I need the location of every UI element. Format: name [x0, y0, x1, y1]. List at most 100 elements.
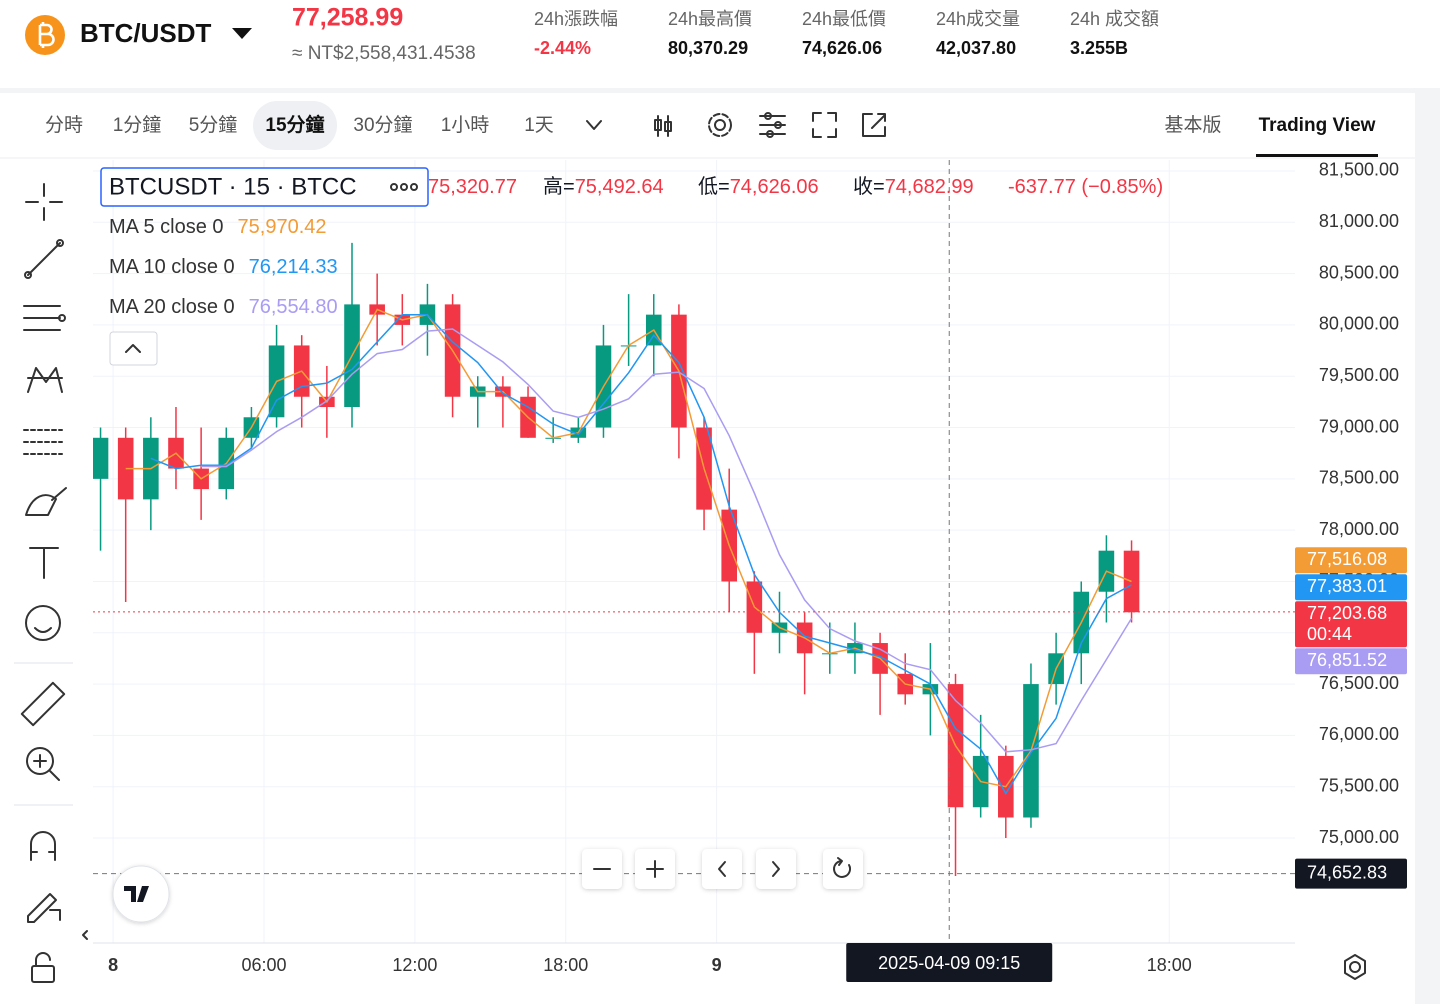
stat-label: 24h最高價	[668, 9, 752, 29]
stat-value: 80,370.29	[668, 38, 748, 58]
ohlc-item: 75,320.77	[428, 176, 517, 198]
crosshair-y-box	[1295, 858, 1407, 889]
settings[interactable]	[708, 113, 732, 137]
grid	[93, 160, 1295, 943]
stats: 24h漲跌幅 -2.44% 24h最高價 80,370.29 24h最低價 74,626.…	[534, 9, 1159, 58]
axis-settings[interactable]	[1344, 954, 1366, 980]
ohlc-key: 高=	[543, 175, 575, 198]
tool-pattern[interactable]	[27, 367, 63, 393]
interval[interactable]: 5分鐘	[189, 114, 238, 136]
fullscreen[interactable]	[812, 112, 837, 138]
x-tick-label: 18:00	[1147, 955, 1192, 975]
ohlc-value: -637.77 (−0.85%)	[1008, 176, 1163, 198]
candle-type[interactable]	[654, 115, 672, 137]
view-tab[interactable]: 基本版	[1164, 114, 1221, 136]
interval[interactable]: 30分鐘	[353, 114, 412, 136]
tool-brush[interactable]	[25, 487, 67, 516]
interval-selected-bg	[253, 101, 337, 150]
y-tick-label: 79,500.00	[1319, 365, 1399, 385]
tv-glyph	[124, 886, 149, 902]
coin-glyph	[38, 22, 55, 48]
scroll-hint	[82, 930, 88, 940]
plot	[93, 160, 1295, 943]
view-switch: 基本版 Trading View	[1164, 114, 1378, 157]
price-tag-label: 77,383.01	[1307, 576, 1387, 596]
x-tick-label: 18:00	[543, 955, 588, 975]
fiat-price: ≈ NT$2,558,431.4538	[292, 43, 476, 64]
scroll-left[interactable]	[702, 849, 742, 889]
interval[interactable]: 1分鐘	[113, 114, 162, 136]
ohlc-value: 74,682.99	[885, 176, 974, 198]
reset[interactable]	[823, 849, 863, 889]
snapshot[interactable]	[862, 113, 886, 137]
tool-fib[interactable]	[23, 429, 63, 455]
price-tag-label: 77,203.68	[1307, 603, 1387, 623]
tool-ruler[interactable]	[20, 681, 66, 727]
ohlc-key: 低=	[698, 175, 730, 198]
price-tag	[1295, 547, 1407, 574]
ma-value: 76,214.33	[249, 256, 338, 278]
collapse-glyph	[125, 344, 141, 353]
interval[interactable]: 分時	[45, 114, 83, 136]
collapse-legend[interactable]	[109, 331, 158, 366]
ma-line	[150, 313, 1132, 795]
candle-body	[1123, 550, 1140, 613]
ohlc-value: 75,492.64	[575, 176, 664, 198]
ohlc-key: 收=	[853, 175, 885, 198]
stat-label: 24h最低價	[802, 9, 886, 29]
price-tag	[1295, 648, 1407, 675]
candle-body	[93, 437, 109, 479]
y-tick-label: 76,500.00	[1319, 673, 1399, 693]
last-price: 77,258.99	[292, 4, 403, 32]
interval[interactable]: 1天	[524, 115, 554, 136]
ohlc-item: 低=74,626.06	[698, 175, 819, 198]
symbol-more[interactable]	[390, 183, 418, 191]
tool-lock[interactable]	[31, 952, 55, 983]
price-tag	[1295, 601, 1407, 648]
x-tick-label: 9	[712, 955, 722, 975]
stat-value: 74,626.06	[802, 38, 882, 58]
symbol: BTCUSDT · 15 · BTCC	[109, 173, 357, 200]
x-tick-label: 8	[108, 955, 118, 975]
interval[interactable]: 15分鐘	[265, 113, 324, 136]
tool-emoji[interactable]	[25, 605, 61, 641]
ma-line	[125, 308, 1132, 788]
y-tick-label: 81,000.00	[1319, 211, 1399, 231]
ohlc-item: 高=75,492.64	[543, 175, 664, 198]
pair-dropdown[interactable]	[232, 28, 252, 39]
tool-lock-draw[interactable]	[27, 893, 61, 923]
pair[interactable]: BTC/USDT	[80, 18, 212, 48]
ohlc-item: 收=74,682.99	[853, 175, 974, 198]
y-tick-label: 78,500.00	[1319, 468, 1399, 488]
x-tick-label: 12:00	[392, 955, 437, 975]
tool-zoom[interactable]	[26, 747, 60, 781]
tool-text[interactable]	[29, 547, 59, 579]
interval-more[interactable]	[586, 120, 602, 130]
y-tick-label: 80,000.00	[1319, 314, 1399, 334]
y-tick-label: 78,000.00	[1319, 519, 1399, 539]
drawing-tools	[14, 183, 73, 983]
stat-label: 24h漲跌幅	[534, 9, 618, 29]
stat-label: 24h成交量	[936, 9, 1020, 29]
crosshair-x-box	[846, 943, 1053, 982]
ma-name: MA 20 close 0	[109, 296, 235, 318]
view-tab[interactable]: Trading View	[1259, 115, 1376, 136]
symbol-box[interactable]	[100, 167, 429, 207]
scroll-right[interactable]	[756, 849, 796, 889]
legend: 75,320.77 高=75,492.64 低=74,626.06 收=74,682.…	[109, 175, 1163, 318]
y-tick-label: 79,000.00	[1319, 416, 1399, 436]
interval[interactable]: 1小時	[441, 114, 490, 136]
stat-value: 42,037.80	[936, 38, 1016, 58]
tool-line[interactable]	[27, 242, 61, 276]
ma-legend: MA 5 close 0 75,970.42	[109, 216, 327, 238]
y-tick-label: 81,500.00	[1319, 160, 1399, 180]
tool-magnet[interactable]	[30, 831, 56, 861]
tool-parallel[interactable]	[23, 305, 61, 331]
indicators[interactable]	[759, 112, 786, 138]
ma-legend: MA 20 close 0 76,554.80	[109, 296, 338, 318]
tool-cross[interactable]	[25, 183, 63, 221]
crosshair-y-label: 74,652.83	[1307, 862, 1387, 882]
x-tick-label: 06:00	[241, 955, 286, 975]
